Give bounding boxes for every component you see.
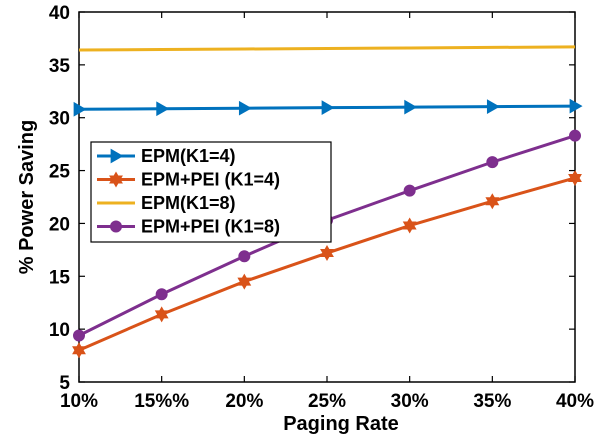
x-tick-label: 30% xyxy=(391,391,429,412)
x-tick-label: 20% xyxy=(225,391,263,412)
legend-item: EPM+PEI (K1=8) xyxy=(97,217,280,237)
legend-item: EPM(K1=4) xyxy=(97,146,236,166)
y-tick-label: 5 xyxy=(59,373,70,394)
x-tick-label: 25% xyxy=(308,391,346,412)
marker-part xyxy=(237,277,252,290)
series-1 xyxy=(73,98,583,117)
x-tick-label: 10% xyxy=(60,391,98,412)
legend-label: EPM+PEI (K1=4) xyxy=(141,170,280,190)
axis-ticks: 5 10 15 20 25 30 35 40 10% 15%% 20% 25% 30% 35% 40% xyxy=(49,3,594,412)
y-tick-label: 10 xyxy=(49,320,70,341)
legend-label: EPM(K1=8) xyxy=(141,193,236,213)
data-point xyxy=(486,99,500,114)
marker-part xyxy=(568,173,582,186)
data-point xyxy=(72,342,86,359)
data-point xyxy=(569,129,581,142)
legend-item: EPM(K1=8) xyxy=(97,193,236,213)
marker-part xyxy=(320,249,334,262)
y-tick-label: 15 xyxy=(49,267,71,288)
data-point xyxy=(320,245,334,262)
y-tick-label: 25 xyxy=(49,162,71,183)
data-point xyxy=(321,100,335,116)
data-point xyxy=(485,193,500,210)
data-point xyxy=(568,169,582,186)
series-2 xyxy=(72,169,582,359)
marker-part xyxy=(485,197,500,210)
legend: EPM(K1=4) EPM+PEI (K1=4) EPM(K1=8) EPM+PEI … xyxy=(90,141,332,243)
marker-part xyxy=(402,221,417,234)
data-point xyxy=(238,100,252,116)
data-point xyxy=(154,306,169,323)
data-point xyxy=(238,250,251,263)
y-tick-label: 30 xyxy=(49,109,70,130)
legend-marker xyxy=(110,220,122,233)
series-line xyxy=(78,45,576,52)
marker-part xyxy=(154,310,169,323)
data-point xyxy=(486,156,499,169)
data-point xyxy=(404,99,418,115)
data-point xyxy=(569,98,583,114)
legend-label: EPM+PEI (K1=8) xyxy=(141,217,280,237)
data-point xyxy=(156,101,170,117)
x-axis-label: Paging Rate xyxy=(283,413,399,435)
data-point xyxy=(237,273,252,290)
data-point xyxy=(155,288,168,301)
x-tick-label: 15%% xyxy=(134,391,189,412)
x-tick-label: 35% xyxy=(473,391,511,412)
data-point xyxy=(73,329,85,342)
x-tick-label: 40% xyxy=(556,391,594,412)
legend-item: EPM+PEI (K1=4) xyxy=(97,170,280,190)
data-point xyxy=(73,101,87,117)
marker-part xyxy=(109,175,123,188)
series-3 xyxy=(78,45,576,52)
marker-part xyxy=(72,346,86,359)
y-tick-label: 20 xyxy=(49,214,70,235)
y-tick-label: 35 xyxy=(49,56,71,77)
y-tick-label: 40 xyxy=(49,3,70,24)
y-axis-label: % Power Saving xyxy=(16,120,38,275)
data-point xyxy=(402,217,417,234)
data-point xyxy=(403,184,416,197)
legend-marker xyxy=(110,148,124,164)
legend-marker xyxy=(109,171,123,188)
legend-label: EPM(K1=4) xyxy=(141,146,236,166)
